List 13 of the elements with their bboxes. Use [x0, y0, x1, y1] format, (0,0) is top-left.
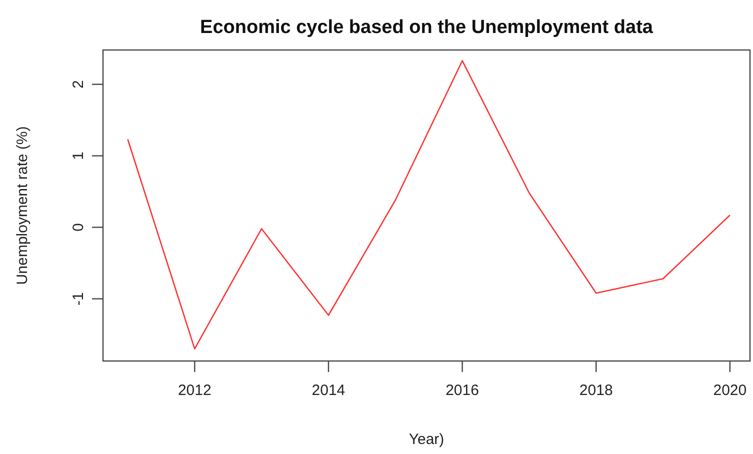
y-axis-title: Unemployment rate (%) — [14, 126, 31, 285]
x-tick-label: 2018 — [579, 382, 613, 399]
y-tick-label: 1 — [70, 152, 87, 160]
y-tick-label: -1 — [70, 292, 87, 306]
chart-title: Economic cycle based on the Unemployment data — [200, 17, 654, 38]
y-tick-label: 2 — [70, 80, 87, 88]
x-axis-title: Year) — [408, 431, 444, 448]
x-tick-label: 2016 — [446, 382, 479, 399]
line-series — [127, 60, 731, 350]
y-tick-label: 0 — [70, 223, 87, 232]
x-tick-label: 2020 — [713, 382, 747, 399]
x-tick-label: 2014 — [312, 382, 346, 399]
x-tick-label: 2012 — [178, 382, 212, 399]
